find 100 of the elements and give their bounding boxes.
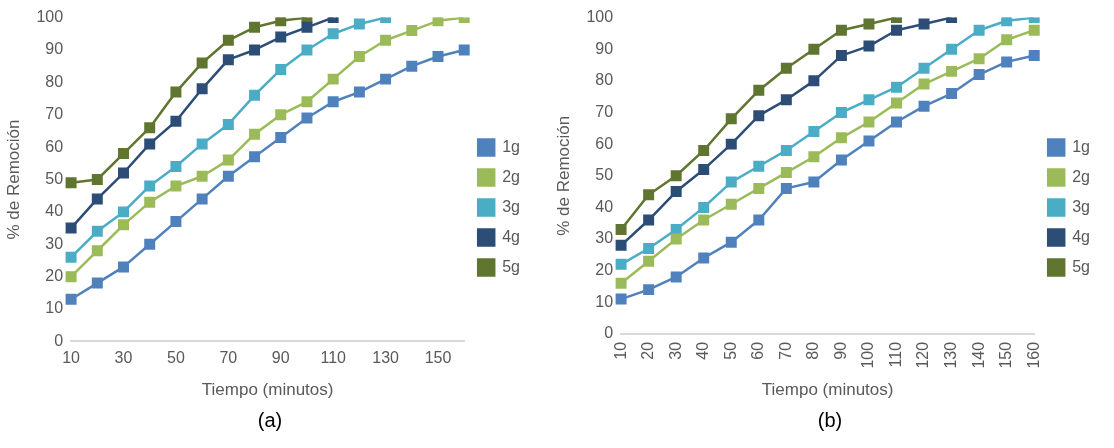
- point: [301, 112, 313, 124]
- point: [91, 245, 103, 257]
- point: [65, 251, 77, 263]
- y-tick-label: 0: [54, 331, 64, 349]
- point: [643, 284, 655, 296]
- point: [327, 28, 339, 40]
- point: [780, 62, 792, 74]
- point: [891, 116, 902, 128]
- point: [835, 107, 847, 118]
- point: [222, 170, 234, 182]
- x-tick-label: 60: [749, 341, 767, 360]
- point: [249, 89, 261, 101]
- y-tick-label: 50: [595, 166, 614, 184]
- point: [918, 100, 930, 112]
- point: [753, 160, 765, 172]
- x-tick-label: 40: [694, 341, 712, 360]
- y-tick-label: 80: [45, 72, 64, 90]
- point: [835, 154, 847, 166]
- point: [918, 18, 930, 30]
- point: [835, 132, 847, 144]
- point: [275, 63, 287, 75]
- point: [1028, 24, 1040, 36]
- legend-label: 3g: [502, 197, 520, 215]
- point: [118, 261, 129, 273]
- point: [918, 78, 930, 90]
- point: [65, 222, 77, 234]
- point: [643, 189, 655, 201]
- point: [432, 50, 444, 62]
- point: [144, 238, 156, 250]
- point: [327, 73, 339, 85]
- point: [946, 43, 958, 55]
- point: [670, 233, 682, 245]
- x-tick-label: 10: [62, 349, 81, 367]
- point: [327, 96, 339, 108]
- x-tick-label: 110: [320, 349, 347, 367]
- point: [406, 60, 418, 72]
- point: [615, 258, 627, 270]
- y-tick-label: 60: [45, 137, 64, 155]
- point: [698, 214, 710, 226]
- y-tick-label: 40: [45, 202, 64, 220]
- point: [249, 21, 261, 33]
- point: [170, 180, 182, 192]
- point: [725, 176, 737, 188]
- legend-label: 2g: [1072, 167, 1090, 185]
- point: [144, 196, 156, 208]
- point: [973, 69, 985, 81]
- x-tick-label: 30: [114, 349, 133, 367]
- point: [301, 21, 313, 33]
- y-tick-label: 60: [595, 134, 614, 152]
- point: [1001, 34, 1013, 46]
- point: [170, 115, 182, 127]
- text: (a): [256, 409, 284, 432]
- point: [670, 186, 682, 198]
- point: [863, 18, 875, 30]
- point: [615, 224, 627, 236]
- y-tick-label: 80: [595, 71, 614, 89]
- y-axis-title: % de Remoción: [3, 119, 23, 240]
- x-tick-label: 130: [372, 349, 400, 367]
- point: [65, 271, 77, 283]
- x-tick-label: 110: [886, 341, 904, 368]
- point: [973, 53, 985, 65]
- legend-label: 5g: [502, 257, 520, 275]
- point: [780, 94, 792, 106]
- point: [301, 96, 313, 108]
- x-axis-title: Tiempo (minutos): [201, 380, 334, 400]
- y-tick-label: 10: [45, 299, 64, 317]
- legend-label: 3g: [1072, 197, 1090, 215]
- y-tick-label: 90: [595, 39, 614, 57]
- point: [643, 255, 655, 267]
- text: (b): [816, 409, 844, 432]
- x-tick-label: 130: [941, 341, 959, 369]
- x-tick-label: 150: [424, 349, 452, 367]
- y-axis-title: % de Remoción: [553, 115, 573, 236]
- x-tick-label: 80: [804, 341, 822, 360]
- point: [170, 161, 182, 173]
- point: [118, 206, 129, 218]
- point: [353, 18, 365, 30]
- point: [249, 151, 261, 163]
- point: [249, 128, 261, 140]
- point: [891, 81, 902, 93]
- point: [698, 163, 710, 175]
- point: [615, 277, 627, 289]
- point: [863, 94, 875, 106]
- point: [780, 167, 792, 179]
- point: [91, 277, 103, 289]
- point: [222, 34, 234, 46]
- point: [275, 131, 287, 143]
- point: [808, 43, 820, 55]
- y-tick-label: 90: [45, 40, 64, 58]
- point: [753, 182, 765, 194]
- y-tick-label: 20: [595, 261, 614, 279]
- point: [891, 24, 902, 36]
- legend-label: 1g: [502, 137, 520, 155]
- point: [698, 201, 710, 213]
- point: [406, 25, 418, 37]
- point: [643, 214, 655, 226]
- point: [222, 54, 234, 66]
- point: [698, 252, 710, 264]
- x-tick-label: 70: [219, 349, 238, 367]
- legend-label: 1g: [1072, 137, 1090, 155]
